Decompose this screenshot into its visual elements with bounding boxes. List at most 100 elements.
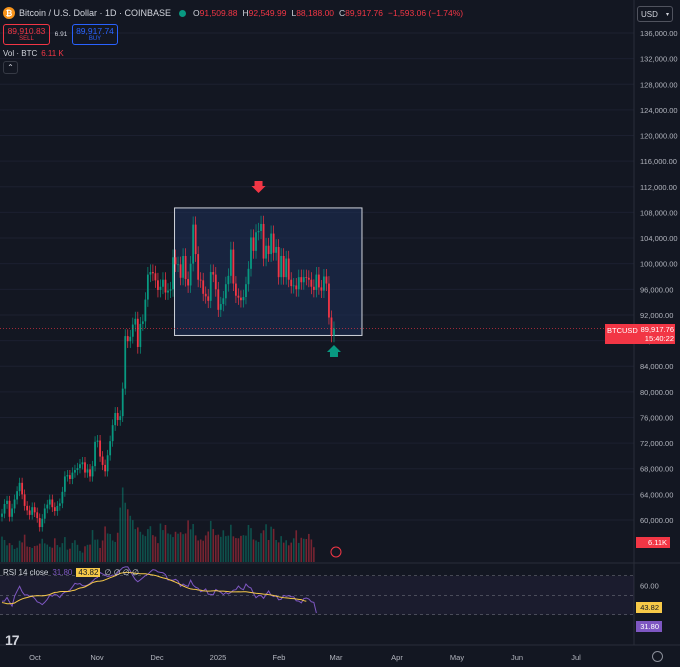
volume-bar	[33, 546, 36, 562]
candle-body	[240, 297, 242, 301]
volume-bar	[285, 540, 287, 562]
volume-bar	[66, 549, 69, 562]
volume-bar	[96, 539, 99, 562]
rsi-ma-badge: 43.82	[636, 602, 662, 613]
symbol-title[interactable]: Bitcoin / U.S. Dollar · 1D · COINBASE	[19, 8, 172, 18]
highlight-box-layer	[174, 207, 363, 336]
chevron-down-icon: ▾	[665, 11, 669, 18]
candle-body	[184, 255, 187, 280]
volume-legend[interactable]: Vol · BTC 6.11 K	[3, 49, 64, 58]
high-value: 92,549.99	[248, 8, 287, 18]
candle-body	[325, 276, 328, 284]
volume-bar	[3, 539, 6, 562]
volume-bar	[43, 543, 46, 562]
volume-bar	[247, 524, 250, 562]
volume-bar	[69, 548, 71, 562]
volume-bar	[31, 547, 33, 562]
rsi-legend[interactable]: RSI 14 close 31.80 43.82 ∅ ∅ ∅ ∅	[3, 568, 139, 577]
candle-body	[328, 283, 330, 318]
volume-bar	[220, 536, 222, 562]
candle-body	[302, 277, 305, 283]
gear-icon[interactable]	[652, 651, 663, 662]
candle-body	[209, 272, 212, 301]
volume-legend-label: Vol · BTC	[3, 49, 38, 58]
candle-body	[26, 505, 29, 511]
candle-body	[91, 466, 94, 477]
candle-body	[154, 273, 157, 281]
volume-bar	[204, 535, 207, 562]
volume-bar	[129, 515, 132, 562]
low-key: L	[291, 8, 297, 18]
tradingview-logo-icon[interactable]: 17	[5, 632, 20, 648]
candle-body	[89, 469, 91, 477]
volume-bar	[74, 540, 76, 562]
trade-buttons: 89,910.83 SELL 6.91 89,917.74 BUY	[3, 24, 118, 45]
candle-body	[84, 462, 86, 473]
volume-bar	[1, 536, 3, 562]
volume-bar	[79, 550, 81, 562]
volume-badge: 6.11K	[636, 537, 670, 548]
volume-bar	[305, 539, 308, 562]
volume-bar	[48, 546, 51, 562]
high-key: H	[242, 8, 249, 18]
candle-body	[300, 277, 303, 283]
candle-body	[56, 505, 59, 512]
candle-body	[234, 283, 237, 296]
volume-bar	[137, 527, 139, 562]
buy-button[interactable]: 89,917.74 BUY	[72, 24, 118, 45]
volume-bar	[41, 538, 44, 562]
buy-label: BUY	[88, 36, 102, 42]
volume-bar	[225, 536, 227, 562]
volume-bar	[207, 531, 210, 562]
candle-body	[61, 491, 64, 504]
close-key: C	[339, 8, 346, 18]
candle-body	[48, 499, 51, 505]
volume-bar	[287, 545, 290, 562]
candle-body	[31, 507, 34, 515]
low-value: 88,188.00	[296, 8, 335, 18]
candle-body	[257, 231, 260, 233]
candle-body	[214, 274, 217, 290]
candle-body	[270, 233, 273, 255]
candle-body	[116, 412, 119, 421]
volume-bar	[119, 507, 122, 562]
x-tick-label: Jun	[511, 653, 523, 662]
volume-bar	[177, 533, 179, 562]
volume-bar	[91, 530, 94, 562]
candle-body	[114, 412, 117, 426]
candle-body	[317, 274, 320, 288]
price-axis: 136,000.00 132,000.00 128,000.00 124,000.00…	[640, 29, 678, 525]
candle-body	[121, 388, 124, 417]
candle-body	[46, 504, 49, 509]
candle-body	[33, 507, 36, 513]
candle-body	[144, 299, 147, 322]
candle-body	[169, 289, 172, 291]
candle-body	[86, 469, 89, 473]
volume-bar	[297, 542, 300, 562]
volume-bar	[230, 524, 232, 562]
candle-body	[157, 280, 159, 290]
candle-body	[149, 272, 152, 275]
candle-body	[174, 257, 177, 265]
candle-body	[229, 249, 232, 276]
x-tick-label: Nov	[90, 653, 104, 662]
volume-bar	[217, 534, 220, 562]
candle-body	[146, 274, 149, 300]
candle-body	[16, 491, 18, 500]
candle-body	[129, 336, 132, 342]
chevron-up-icon[interactable]: ⌃	[3, 61, 18, 74]
volume-bar	[16, 547, 18, 562]
candle-body	[167, 290, 169, 293]
candle-body	[307, 277, 310, 280]
candle-body	[74, 470, 76, 473]
market-status-icon[interactable]	[179, 9, 187, 17]
currency-selector[interactable]: USD ▾	[637, 6, 673, 22]
candle-body	[242, 297, 245, 301]
candle-body	[8, 500, 11, 517]
last-price-badge: BTCUSD 89,917.76 15:40:22	[605, 324, 675, 344]
sell-button[interactable]: 89,910.83 SELL	[3, 24, 50, 45]
volume-bar	[46, 544, 49, 562]
buy-price: 89,917.74	[76, 26, 114, 36]
